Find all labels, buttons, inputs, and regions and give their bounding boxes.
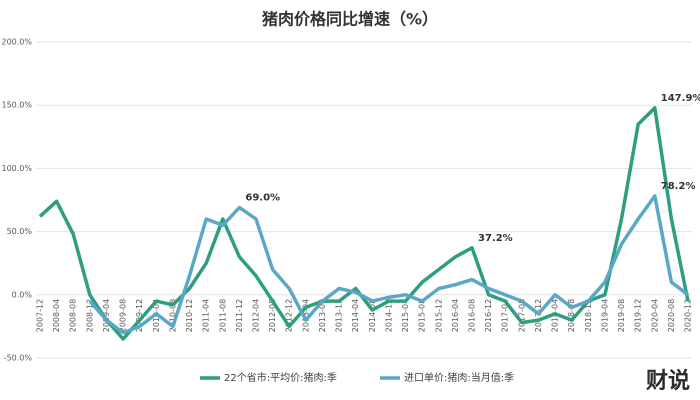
x-tick-label: 2009-04 <box>102 299 111 332</box>
data-label: 37.2% <box>478 233 513 244</box>
x-tick-label: 2014-12 <box>384 299 393 332</box>
y-tick-label: 200.0% <box>1 38 32 47</box>
x-tick-label: 2020-04 <box>650 299 659 332</box>
x-tick-label: 2015-08 <box>418 299 427 332</box>
series-line <box>38 106 690 341</box>
x-tick-label: 2015-04 <box>401 299 410 332</box>
x-tick-label: 2011-12 <box>235 299 244 332</box>
x-tick-label: 2014-04 <box>351 299 360 332</box>
x-tick-label: 2015-12 <box>434 299 443 332</box>
y-tick-label: 150.0% <box>1 101 32 110</box>
x-tick-label: 2016-08 <box>468 299 477 332</box>
legend-label: 22个省市:平均价:猪肉:季 <box>224 371 337 384</box>
x-tick-label: 2012-08 <box>268 299 277 332</box>
x-tick-label: 2013-08 <box>318 299 327 332</box>
data-label: 147.9% <box>661 93 700 104</box>
legend-label: 进口单价:猪肉:当月值:季 <box>404 371 514 384</box>
y-tick-label: 50.0% <box>7 227 33 236</box>
x-tick-label: 2013-04 <box>301 299 310 332</box>
data-label: 78.2% <box>661 181 696 192</box>
y-tick-label: 0.0% <box>12 290 33 299</box>
chart-title: 猪肉价格同比增速（%） <box>261 10 438 29</box>
x-tick-label: 2020-08 <box>667 299 676 332</box>
series-line <box>88 194 690 335</box>
x-tick-label: 2008-12 <box>85 299 94 332</box>
x-tick-label: 2019-04 <box>600 299 609 332</box>
x-tick-label: 2010-08 <box>168 299 177 332</box>
x-tick-label: 2016-04 <box>451 299 460 332</box>
x-tick-label: 2018-12 <box>584 299 593 332</box>
data-label: 69.0% <box>245 193 280 204</box>
x-tick-label: 2017-04 <box>501 299 510 332</box>
x-tick-label: 2020-12 <box>684 299 693 332</box>
x-tick-label: 2018-08 <box>567 299 576 332</box>
x-tick-label: 2012-04 <box>252 299 261 332</box>
y-tick-label: -50.0% <box>4 354 33 363</box>
x-tick-label: 2009-12 <box>135 299 144 332</box>
logo: 财说 <box>646 368 690 394</box>
y-tick-label: 100.0% <box>1 164 32 173</box>
x-tick-label: 2019-12 <box>634 299 643 332</box>
x-tick-label: 2008-04 <box>52 299 61 332</box>
x-tick-label: 2013-12 <box>335 299 344 332</box>
x-tick-label: 2014-08 <box>368 299 377 332</box>
x-tick-label: 2012-12 <box>285 299 294 332</box>
x-tick-label: 2007-12 <box>36 299 45 332</box>
x-tick-label: 2019-08 <box>617 299 626 332</box>
x-tick-label: 2011-04 <box>202 299 211 332</box>
x-tick-label: 2011-08 <box>218 299 227 332</box>
x-tick-label: 2010-12 <box>185 299 194 332</box>
x-tick-label: 2008-08 <box>69 299 78 332</box>
x-tick-label: 2016-12 <box>484 299 493 332</box>
x-tick-label: 2017-08 <box>517 299 526 332</box>
x-tick-label: 2009-08 <box>119 299 128 332</box>
